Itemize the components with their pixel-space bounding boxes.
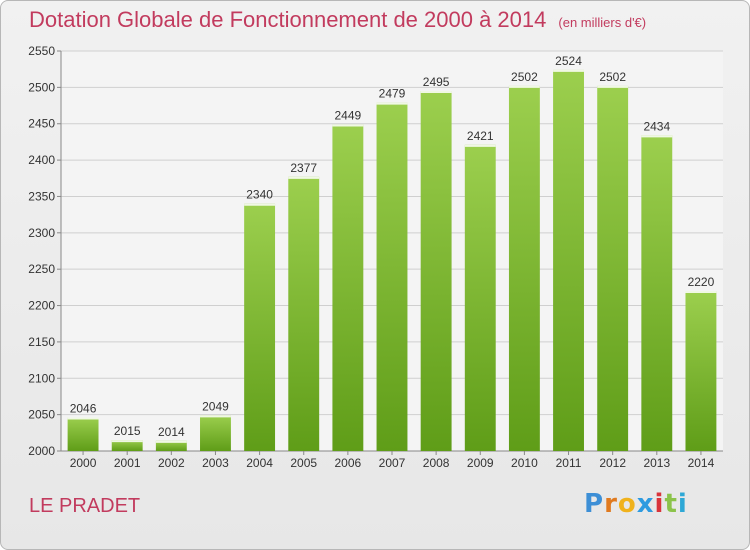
data-label: 2524 [555,54,582,68]
x-tick-label: 2002 [158,456,185,470]
bar [508,85,540,451]
x-tick-label: 2003 [202,456,229,470]
data-label: 2046 [70,402,97,416]
bar [597,85,629,451]
y-tick-label: 2550 [28,44,55,58]
data-label: 2502 [511,70,538,84]
data-label: 2014 [158,425,185,439]
data-label: 2220 [688,275,715,289]
data-label: 2434 [643,119,670,133]
y-tick-label: 2450 [28,117,55,131]
bar [155,440,187,451]
x-tick-label: 2012 [599,456,626,470]
y-tick-label: 2100 [28,371,55,385]
x-tick-label: 2006 [335,456,362,470]
y-tick-label: 2350 [28,189,55,203]
y-tick-label: 2150 [28,335,55,349]
y-tick-label: 2300 [28,226,55,240]
x-tick-label: 2011 [556,456,582,470]
data-label: 2340 [246,188,273,202]
logo-letter: x [636,489,655,519]
logo-letter: t [664,489,678,519]
logo-letter: P [584,489,605,519]
x-tick-label: 2008 [423,456,450,470]
x-tick-label: 2013 [643,456,670,470]
bar [685,291,717,451]
y-tick-label: 2000 [28,444,55,458]
x-tick-label: 2000 [70,456,97,470]
bar [200,415,231,451]
x-tick-label: 2005 [290,456,317,470]
x-tick-label: 2004 [246,456,273,470]
y-tick-label: 2500 [28,80,55,94]
chart-unit: (en milliers d'€) [558,15,647,30]
logo-letter: r [604,489,618,519]
location-label: LE PRADET [29,495,141,517]
bar [244,203,276,451]
y-tick-label: 2050 [28,408,55,422]
data-label: 2421 [467,129,494,143]
data-label: 2015 [114,424,141,438]
x-tick-label: 2009 [467,456,494,470]
chart-title: Dotation Globale de Fonctionnement de 20… [29,7,646,33]
data-label: 2377 [290,161,317,175]
bar [376,102,408,452]
logo-letter: i [654,489,665,519]
data-label: 2479 [379,87,406,101]
x-tick-label: 2007 [379,456,406,470]
x-tick-label: 2001 [114,456,141,470]
y-tick-label: 2250 [28,262,55,276]
logo-letter: i [677,489,688,519]
bar [332,124,364,452]
data-label: 2449 [335,108,362,122]
bar [420,91,452,451]
x-tick-label: 2010 [511,456,538,470]
data-label: 2049 [202,399,229,413]
data-label: 2495 [423,75,450,89]
bar [67,417,99,451]
y-tick-label: 2200 [28,299,55,313]
bar [641,135,673,451]
x-tick-label: 2014 [688,456,715,470]
bar [464,144,496,451]
bar [111,440,143,451]
bar [553,69,584,451]
logo-letter: o [617,489,637,519]
chart-title-text: Dotation Globale de Fonctionnement de 20… [29,7,547,32]
data-label: 2502 [599,70,626,84]
proxiti-logo: Proxiti [584,489,688,519]
bar [288,176,320,451]
y-tick-label: 2400 [28,153,55,167]
